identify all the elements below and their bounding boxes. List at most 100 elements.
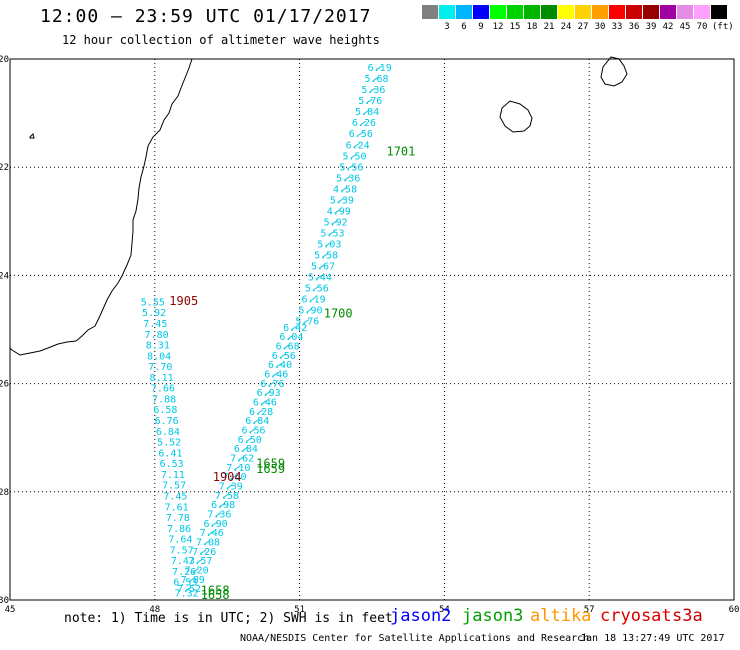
wave-height-label: 6.90 <box>204 519 228 530</box>
wave-height-label: 5.39 <box>330 195 354 206</box>
track-tick <box>279 353 287 359</box>
track-tick <box>192 568 199 573</box>
wave-height-label: 7.52 <box>177 584 201 595</box>
wave-height-label: 7.66 <box>151 384 175 395</box>
track-tick <box>264 390 271 396</box>
generation-timestamp: Jan 18 13:27:49 UTC 2017 <box>580 633 725 644</box>
track-tick <box>222 493 230 499</box>
wave-height-label: 5.92 <box>142 308 166 319</box>
wave-height-label: 7.20 <box>185 566 209 577</box>
track-tick <box>256 409 264 415</box>
track-tick <box>334 208 342 214</box>
wave-height-label: 5.36 <box>361 85 385 96</box>
wave-track-a: 6.195.685.365.765.846.266.566.245.505.56… <box>295 63 391 327</box>
chart-title: 12:00 – 23:59 UTC 01/17/2017 <box>40 6 372 27</box>
wave-height-label: 5.52 <box>157 438 181 449</box>
track-tick <box>321 252 329 258</box>
track-tick <box>196 558 203 564</box>
wave-height-label: 7.62 <box>230 454 254 465</box>
wave-height-label: 7.60 <box>223 472 247 483</box>
track-tick <box>218 502 226 508</box>
legend-jason3: jason3 <box>462 606 524 626</box>
wave-height-label: 4.58 <box>333 184 357 195</box>
map-grid <box>10 59 734 600</box>
track-tick <box>290 325 298 331</box>
track-tick <box>241 446 249 452</box>
map-tick-labels: 45 48 51 54 57 60 -20 -22 -24 -26 -28 -30 <box>0 55 739 615</box>
track-tick <box>230 474 237 480</box>
wave-height-label: 7.58 <box>215 491 239 502</box>
lat-tick-label: -22 <box>0 163 9 173</box>
wave-height-label: 6.58 <box>153 405 177 416</box>
wave-height-label: 6.46 <box>264 370 288 381</box>
wave-height-label: 5.03 <box>317 239 341 250</box>
reunion-island-outline <box>499 100 533 133</box>
wave-height-label: 6.56 <box>349 129 373 140</box>
wave-height-label: 4.99 <box>327 206 351 217</box>
wave-height-label: 8.04 <box>147 351 171 362</box>
legend-swatch <box>558 5 574 19</box>
track-tick <box>268 381 275 387</box>
track-tick <box>184 586 192 592</box>
legend-swatch <box>592 5 608 19</box>
track-tick <box>234 465 241 471</box>
legend-label: 33 <box>611 22 623 32</box>
wave-height-label: 6.76 <box>260 379 284 390</box>
wave-height-label: 7.78 <box>166 513 190 524</box>
wave-height-label: 7.08 <box>196 538 220 549</box>
legend-label: 27 <box>577 22 589 32</box>
pass-time-label: 1659 <box>256 456 285 470</box>
wave-height-label: 6.84 <box>245 416 269 427</box>
legend-label: 12 <box>492 22 504 32</box>
wave-height-label: 6.26 <box>352 118 376 129</box>
wave-height-label: 7.70 <box>148 362 172 373</box>
track-tick <box>356 131 364 137</box>
wave-height-label: 5.76 <box>358 96 382 107</box>
track-tick <box>215 512 222 517</box>
track-tick <box>199 549 207 555</box>
wave-height-label: 6.76 <box>155 416 179 427</box>
wave-height-label: 5.36 <box>336 173 360 184</box>
legend-swatch <box>711 5 727 19</box>
wave-height-label: 7.32 <box>175 589 199 600</box>
legend-label: 42 <box>662 22 674 32</box>
wave-height-label: 6.98 <box>211 500 235 511</box>
wave-height-label: 6.46 <box>253 398 277 409</box>
lat-tick-label: -28 <box>0 488 9 498</box>
track-tick <box>309 296 316 302</box>
lon-tick-label: 45 <box>5 605 16 615</box>
track-tick <box>353 142 360 148</box>
track-tick <box>283 344 290 349</box>
wave-height-label: 7.45 <box>163 491 187 502</box>
wave-height-label: 7.89 <box>181 575 205 586</box>
track-tick <box>372 76 379 82</box>
legend-label: 39 <box>645 22 657 32</box>
wave-height-label: 6.04 <box>279 332 303 343</box>
wave-height-label: 7.45 <box>143 319 167 330</box>
footer-note: note: 1) Time is in UTC; 2) SWH is in fe… <box>64 611 393 626</box>
wave-height-label: 5.92 <box>324 217 348 228</box>
madagascar-coastline <box>9 58 193 356</box>
wave-height-label: 6.41 <box>158 448 182 459</box>
wave-track-c: 5.555.927.457.808.318.047.708.117.667.88… <box>141 297 199 599</box>
pass-time-label: 1700 <box>324 307 353 321</box>
wave-height-label: 5.76 <box>295 316 319 327</box>
legend-swatch <box>694 5 710 19</box>
track-tick <box>343 175 351 181</box>
track-tick <box>188 577 196 583</box>
track-tick <box>312 285 319 291</box>
legend-s3a: s3a <box>672 606 703 626</box>
wave-height-label: 7.57 <box>162 481 186 492</box>
track-tick <box>325 241 332 247</box>
track-tick <box>365 98 373 104</box>
map-frame <box>9 58 735 601</box>
wave-height-label: 5.67 <box>311 261 335 272</box>
track-tick <box>287 334 294 340</box>
wave-height-label: 5.44 <box>308 272 332 283</box>
track-tick <box>375 65 382 71</box>
legend-label: 21 <box>543 22 555 32</box>
legend-swatch <box>660 5 676 19</box>
wave-height-label: 7.57 <box>170 545 194 556</box>
lat-tick-label: -26 <box>0 380 9 390</box>
